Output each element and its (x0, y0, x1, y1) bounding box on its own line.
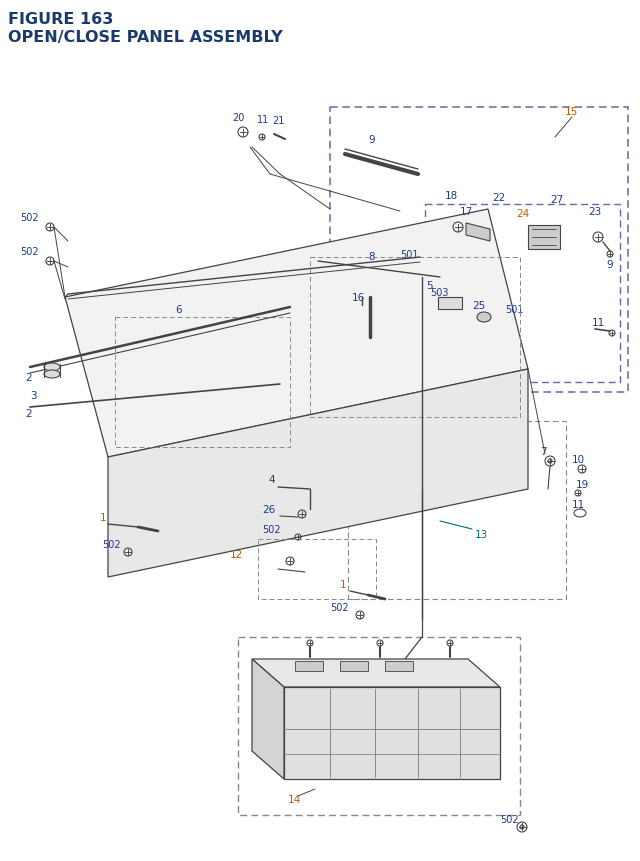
Text: 6: 6 (175, 305, 182, 314)
Text: 5: 5 (426, 281, 433, 291)
Text: 13: 13 (475, 530, 488, 539)
Polygon shape (340, 661, 368, 672)
Text: 2: 2 (25, 373, 31, 382)
Polygon shape (252, 660, 500, 687)
Bar (310, 257, 520, 418)
Polygon shape (108, 369, 528, 578)
Polygon shape (528, 226, 560, 250)
Text: 20: 20 (232, 113, 244, 123)
Bar (348, 422, 566, 599)
Text: 501: 501 (505, 305, 524, 314)
Text: 14: 14 (288, 794, 301, 804)
Polygon shape (295, 661, 323, 672)
Text: 11: 11 (592, 318, 605, 328)
Polygon shape (466, 224, 490, 242)
Text: 501: 501 (400, 250, 419, 260)
Text: 502: 502 (20, 213, 38, 223)
Text: 27: 27 (550, 195, 563, 205)
Text: 9: 9 (368, 135, 374, 145)
Text: 1: 1 (340, 579, 347, 589)
Text: 11: 11 (257, 115, 269, 125)
Text: 502: 502 (20, 247, 38, 257)
Bar (425, 205, 620, 382)
Bar (330, 108, 628, 393)
Bar (258, 539, 376, 599)
Text: 503: 503 (430, 288, 449, 298)
Polygon shape (65, 210, 528, 457)
Text: 502: 502 (500, 814, 518, 824)
Bar (238, 637, 520, 815)
Text: 19: 19 (576, 480, 589, 489)
Text: 23: 23 (588, 207, 601, 217)
Text: 2: 2 (25, 408, 31, 418)
Text: 3: 3 (30, 391, 36, 400)
Text: 18: 18 (445, 191, 458, 201)
Polygon shape (252, 660, 284, 779)
Text: 502: 502 (262, 524, 280, 535)
Polygon shape (438, 298, 462, 310)
Text: 9: 9 (606, 260, 612, 269)
Text: 15: 15 (565, 107, 579, 117)
Text: 22: 22 (492, 193, 505, 202)
Text: 10: 10 (572, 455, 585, 464)
Text: 12: 12 (230, 549, 243, 560)
Text: 8: 8 (368, 251, 374, 262)
Text: 502: 502 (102, 539, 120, 549)
Text: 26: 26 (262, 505, 275, 514)
Polygon shape (284, 687, 500, 779)
Text: 1: 1 (100, 512, 107, 523)
Text: 4: 4 (268, 474, 275, 485)
Text: OPEN/CLOSE PANEL ASSEMBLY: OPEN/CLOSE PANEL ASSEMBLY (8, 30, 283, 45)
Ellipse shape (477, 313, 491, 323)
Bar (115, 318, 290, 448)
Text: 11: 11 (572, 499, 585, 510)
Text: 502: 502 (330, 603, 349, 612)
Polygon shape (385, 661, 413, 672)
Text: 21: 21 (272, 116, 284, 126)
Text: FIGURE 163: FIGURE 163 (8, 12, 113, 27)
Text: 24: 24 (516, 208, 529, 219)
Text: 16: 16 (352, 293, 365, 303)
Text: 25: 25 (472, 300, 485, 311)
Text: 7: 7 (540, 447, 547, 456)
Text: 17: 17 (460, 207, 473, 217)
Ellipse shape (44, 363, 60, 372)
Ellipse shape (44, 370, 60, 379)
